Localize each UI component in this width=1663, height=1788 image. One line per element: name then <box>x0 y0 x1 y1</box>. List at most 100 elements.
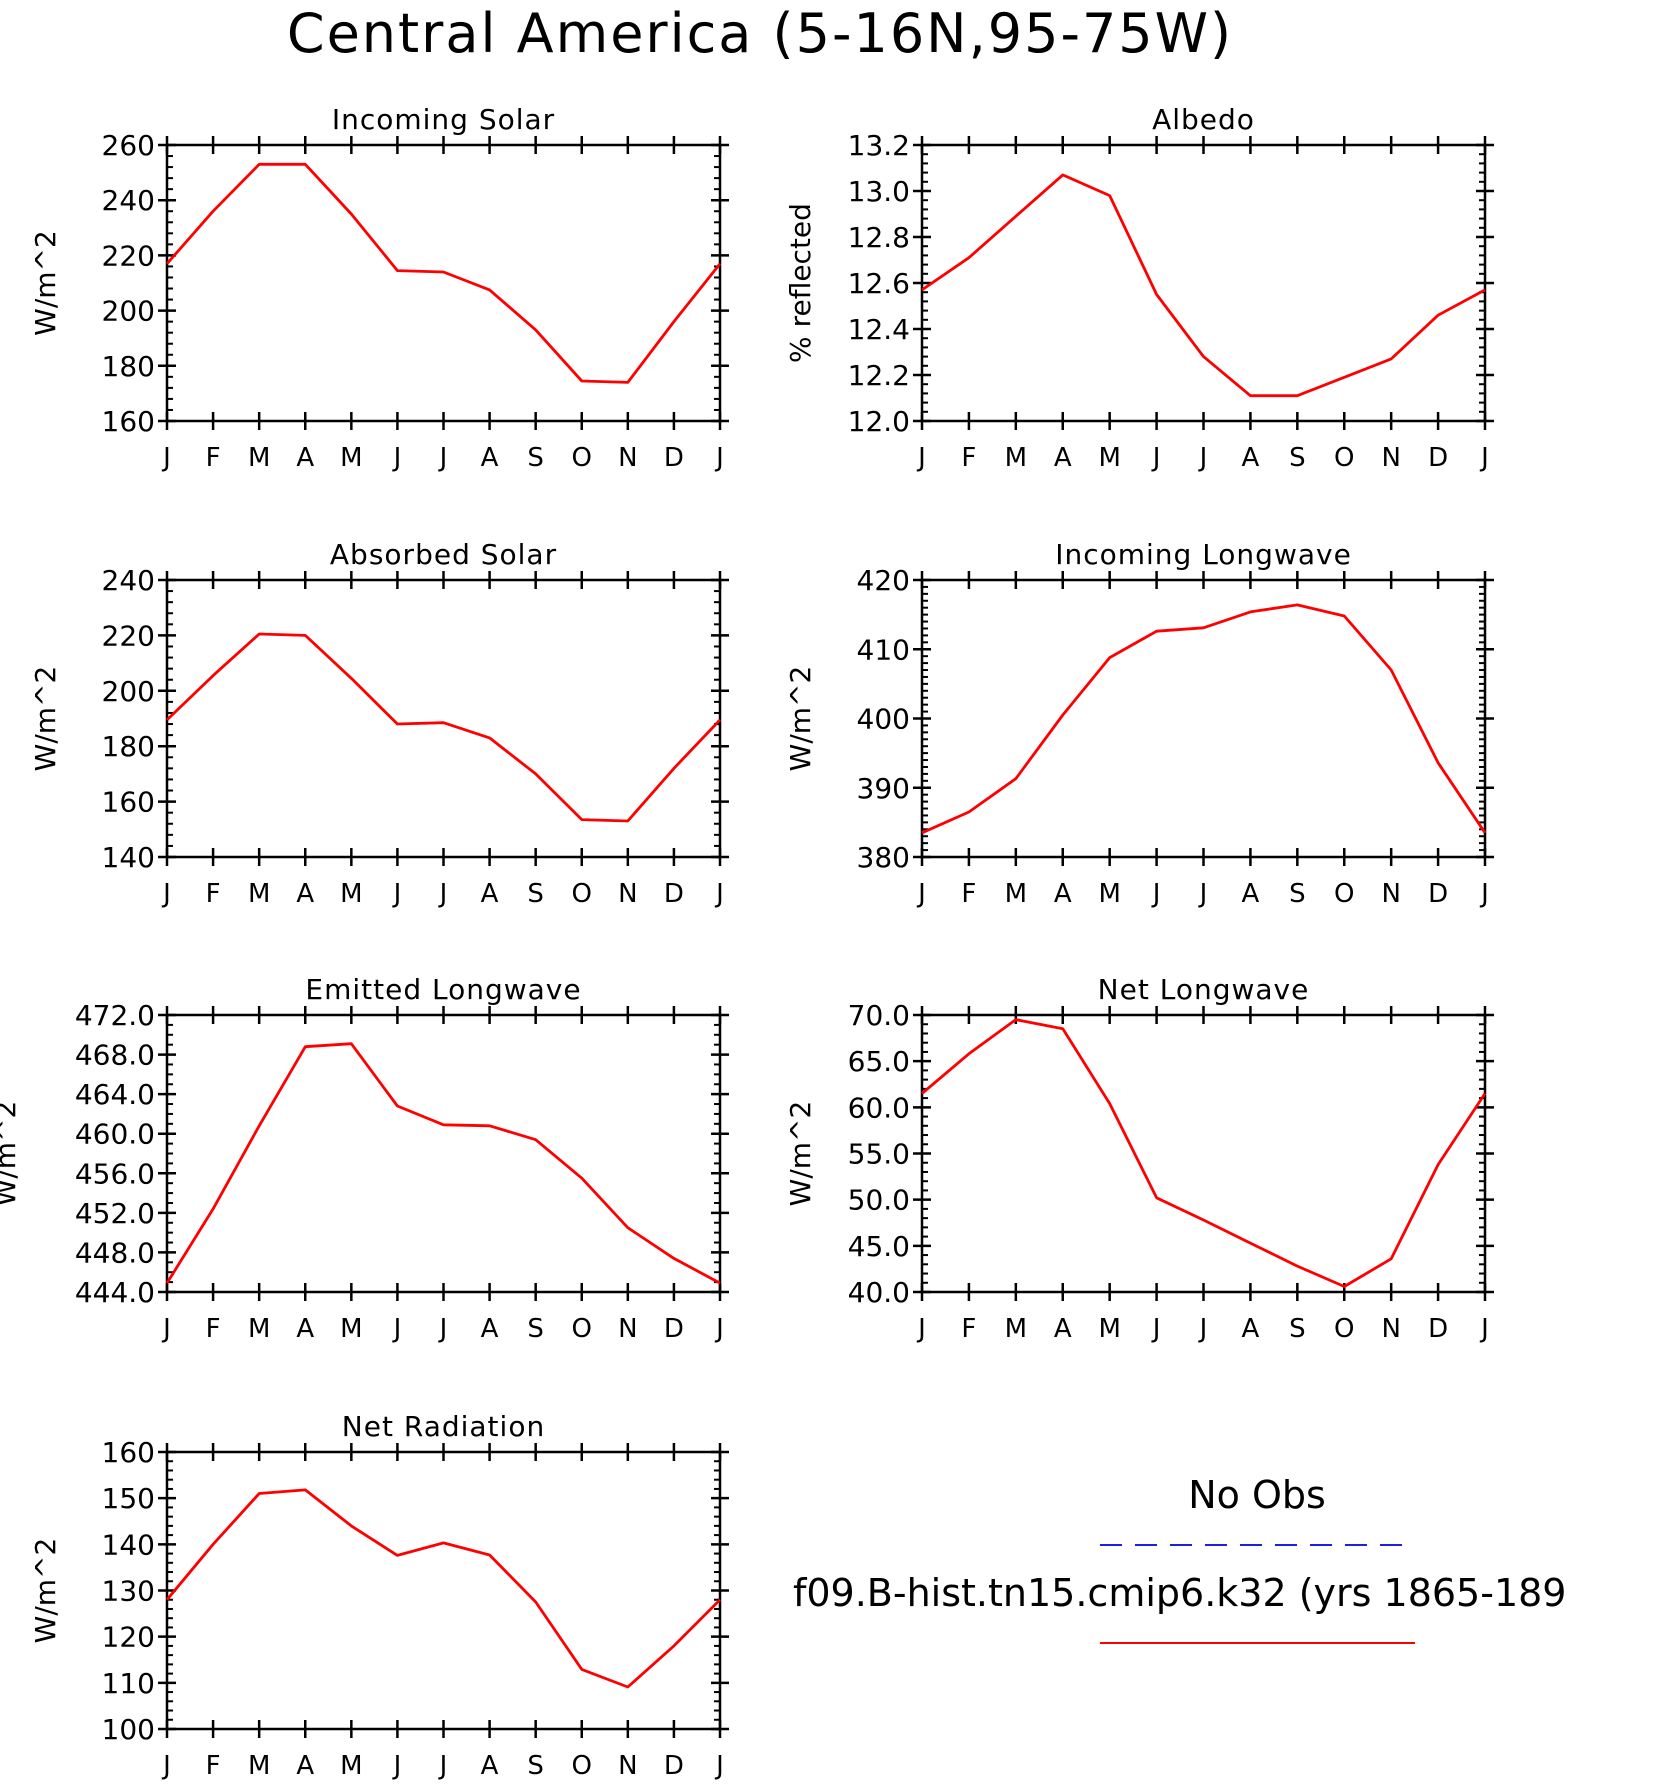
y-tick-label: 390 <box>857 772 910 805</box>
y-tick-label: 100 <box>102 1713 155 1746</box>
x-tick-label: O <box>1334 443 1354 473</box>
x-tick-label: S <box>527 443 544 473</box>
y-axis-label: W/m^2 <box>29 1538 62 1644</box>
x-tick-label: O <box>572 1751 592 1781</box>
y-tick-label: 55.0 <box>848 1138 910 1171</box>
x-tick-label: J <box>1198 443 1208 473</box>
y-tick-label: 472.0 <box>75 999 155 1032</box>
x-tick-label: J <box>161 1751 171 1781</box>
x-tick-label: M <box>340 1314 362 1344</box>
x-tick-label: D <box>664 1314 684 1344</box>
x-tick-label: J <box>1479 879 1489 909</box>
y-tick-label: 13.2 <box>848 129 910 162</box>
x-tick-label: S <box>1289 443 1306 473</box>
x-tick-label: D <box>664 443 684 473</box>
x-tick-label: S <box>527 1751 544 1781</box>
x-tick-label: A <box>481 1314 499 1344</box>
x-tick-label: J <box>438 443 448 473</box>
y-tick-label: 448.0 <box>75 1236 155 1269</box>
x-tick-label: J <box>1151 1314 1161 1344</box>
x-tick-label: M <box>1005 443 1027 473</box>
x-tick-label: A <box>481 443 499 473</box>
legend: No Obs f09.B-hist.tn15.cmip6.k32 (yrs 18… <box>793 1473 1566 1644</box>
plot-frame <box>920 1013 1487 1294</box>
panel-title: Net Longwave <box>1098 973 1310 1006</box>
x-tick-label: F <box>961 1314 976 1344</box>
series-line <box>165 1042 721 1285</box>
x-tick-label: J <box>392 443 402 473</box>
y-tick-label: 12.0 <box>848 405 910 438</box>
x-tick-label: J <box>161 443 171 473</box>
x-tick-label: N <box>1381 1314 1400 1344</box>
x-tick-label: S <box>527 879 544 909</box>
x-tick-label: M <box>340 879 362 909</box>
x-tick-label: M <box>248 1751 270 1781</box>
x-tick-label: D <box>1428 879 1448 909</box>
x-tick-label: A <box>1054 1314 1072 1344</box>
x-tick-label: M <box>340 443 362 473</box>
plot-frame <box>165 578 722 859</box>
y-axis-label: % reflected <box>784 203 817 363</box>
x-tick-label: S <box>527 1314 544 1344</box>
panel-emitted-longwave: J F M A M J J A S O N D J444.0448.0452.0456.0460.046… <box>0 973 729 1344</box>
y-axis-label: W/m^2 <box>29 230 62 336</box>
x-tick-label: M <box>248 1314 270 1344</box>
plot-frame <box>165 143 722 423</box>
x-tick-label: J <box>392 1751 402 1781</box>
y-tick-label: 50.0 <box>848 1184 910 1217</box>
x-tick-label: A <box>1242 443 1260 473</box>
x-tick-label: J <box>1198 879 1208 909</box>
panel-title: Net Radiation <box>342 1410 545 1443</box>
y-tick-label: 140 <box>102 841 155 874</box>
x-tick-label: O <box>1334 879 1354 909</box>
x-tick-label: M <box>1098 1314 1120 1344</box>
x-tick-label: A <box>1054 443 1072 473</box>
panel-title: Absorbed Solar <box>330 538 557 571</box>
y-tick-label: 468.0 <box>75 1039 155 1072</box>
x-tick-label: N <box>618 1751 637 1781</box>
x-tick-label: A <box>296 879 314 909</box>
y-axis-label: W/m^2 <box>784 1101 817 1207</box>
y-tick-label: 240 <box>102 564 155 597</box>
y-tick-label: 12.8 <box>848 221 910 254</box>
y-tick-label: 410 <box>857 633 910 666</box>
x-tick-label: J <box>438 879 448 909</box>
panel-title: Emitted Longwave <box>305 973 581 1006</box>
x-tick-label: D <box>664 1751 684 1781</box>
x-tick-label: J <box>1151 443 1161 473</box>
x-tick-label: F <box>961 879 976 909</box>
y-tick-label: 200 <box>102 295 155 328</box>
x-tick-label: F <box>206 443 221 473</box>
x-tick-label: O <box>572 879 592 909</box>
x-tick-label: M <box>248 443 270 473</box>
x-tick-label: M <box>248 879 270 909</box>
y-axis-label: W/m^2 <box>784 666 817 772</box>
y-axis-label: W/m^2 <box>0 1101 22 1207</box>
x-tick-label: J <box>438 1751 448 1781</box>
legend-model-label: f09.B-hist.tn15.cmip6.k32 (yrs 1865-189 <box>793 1571 1566 1615</box>
x-tick-label: J <box>916 879 926 909</box>
y-tick-label: 380 <box>857 841 910 874</box>
series-line <box>921 173 1486 398</box>
x-tick-label: J <box>392 879 402 909</box>
y-tick-label: 200 <box>102 675 155 708</box>
x-tick-label: N <box>1381 879 1400 909</box>
y-tick-label: 45.0 <box>848 1230 910 1263</box>
y-tick-label: 70.0 <box>848 999 910 1032</box>
x-tick-label: A <box>296 1751 314 1781</box>
x-tick-label: J <box>161 879 171 909</box>
x-tick-label: O <box>572 1314 592 1344</box>
x-tick-label: A <box>1242 1314 1260 1344</box>
y-tick-label: 160 <box>102 1436 155 1469</box>
panel-title: Incoming Longwave <box>1055 538 1352 571</box>
series-line <box>166 632 722 823</box>
x-tick-label: A <box>296 1314 314 1344</box>
x-tick-label: J <box>916 1314 926 1344</box>
series-line <box>165 1488 721 1689</box>
x-tick-label: M <box>1098 443 1120 473</box>
y-tick-label: 464.0 <box>75 1078 155 1111</box>
